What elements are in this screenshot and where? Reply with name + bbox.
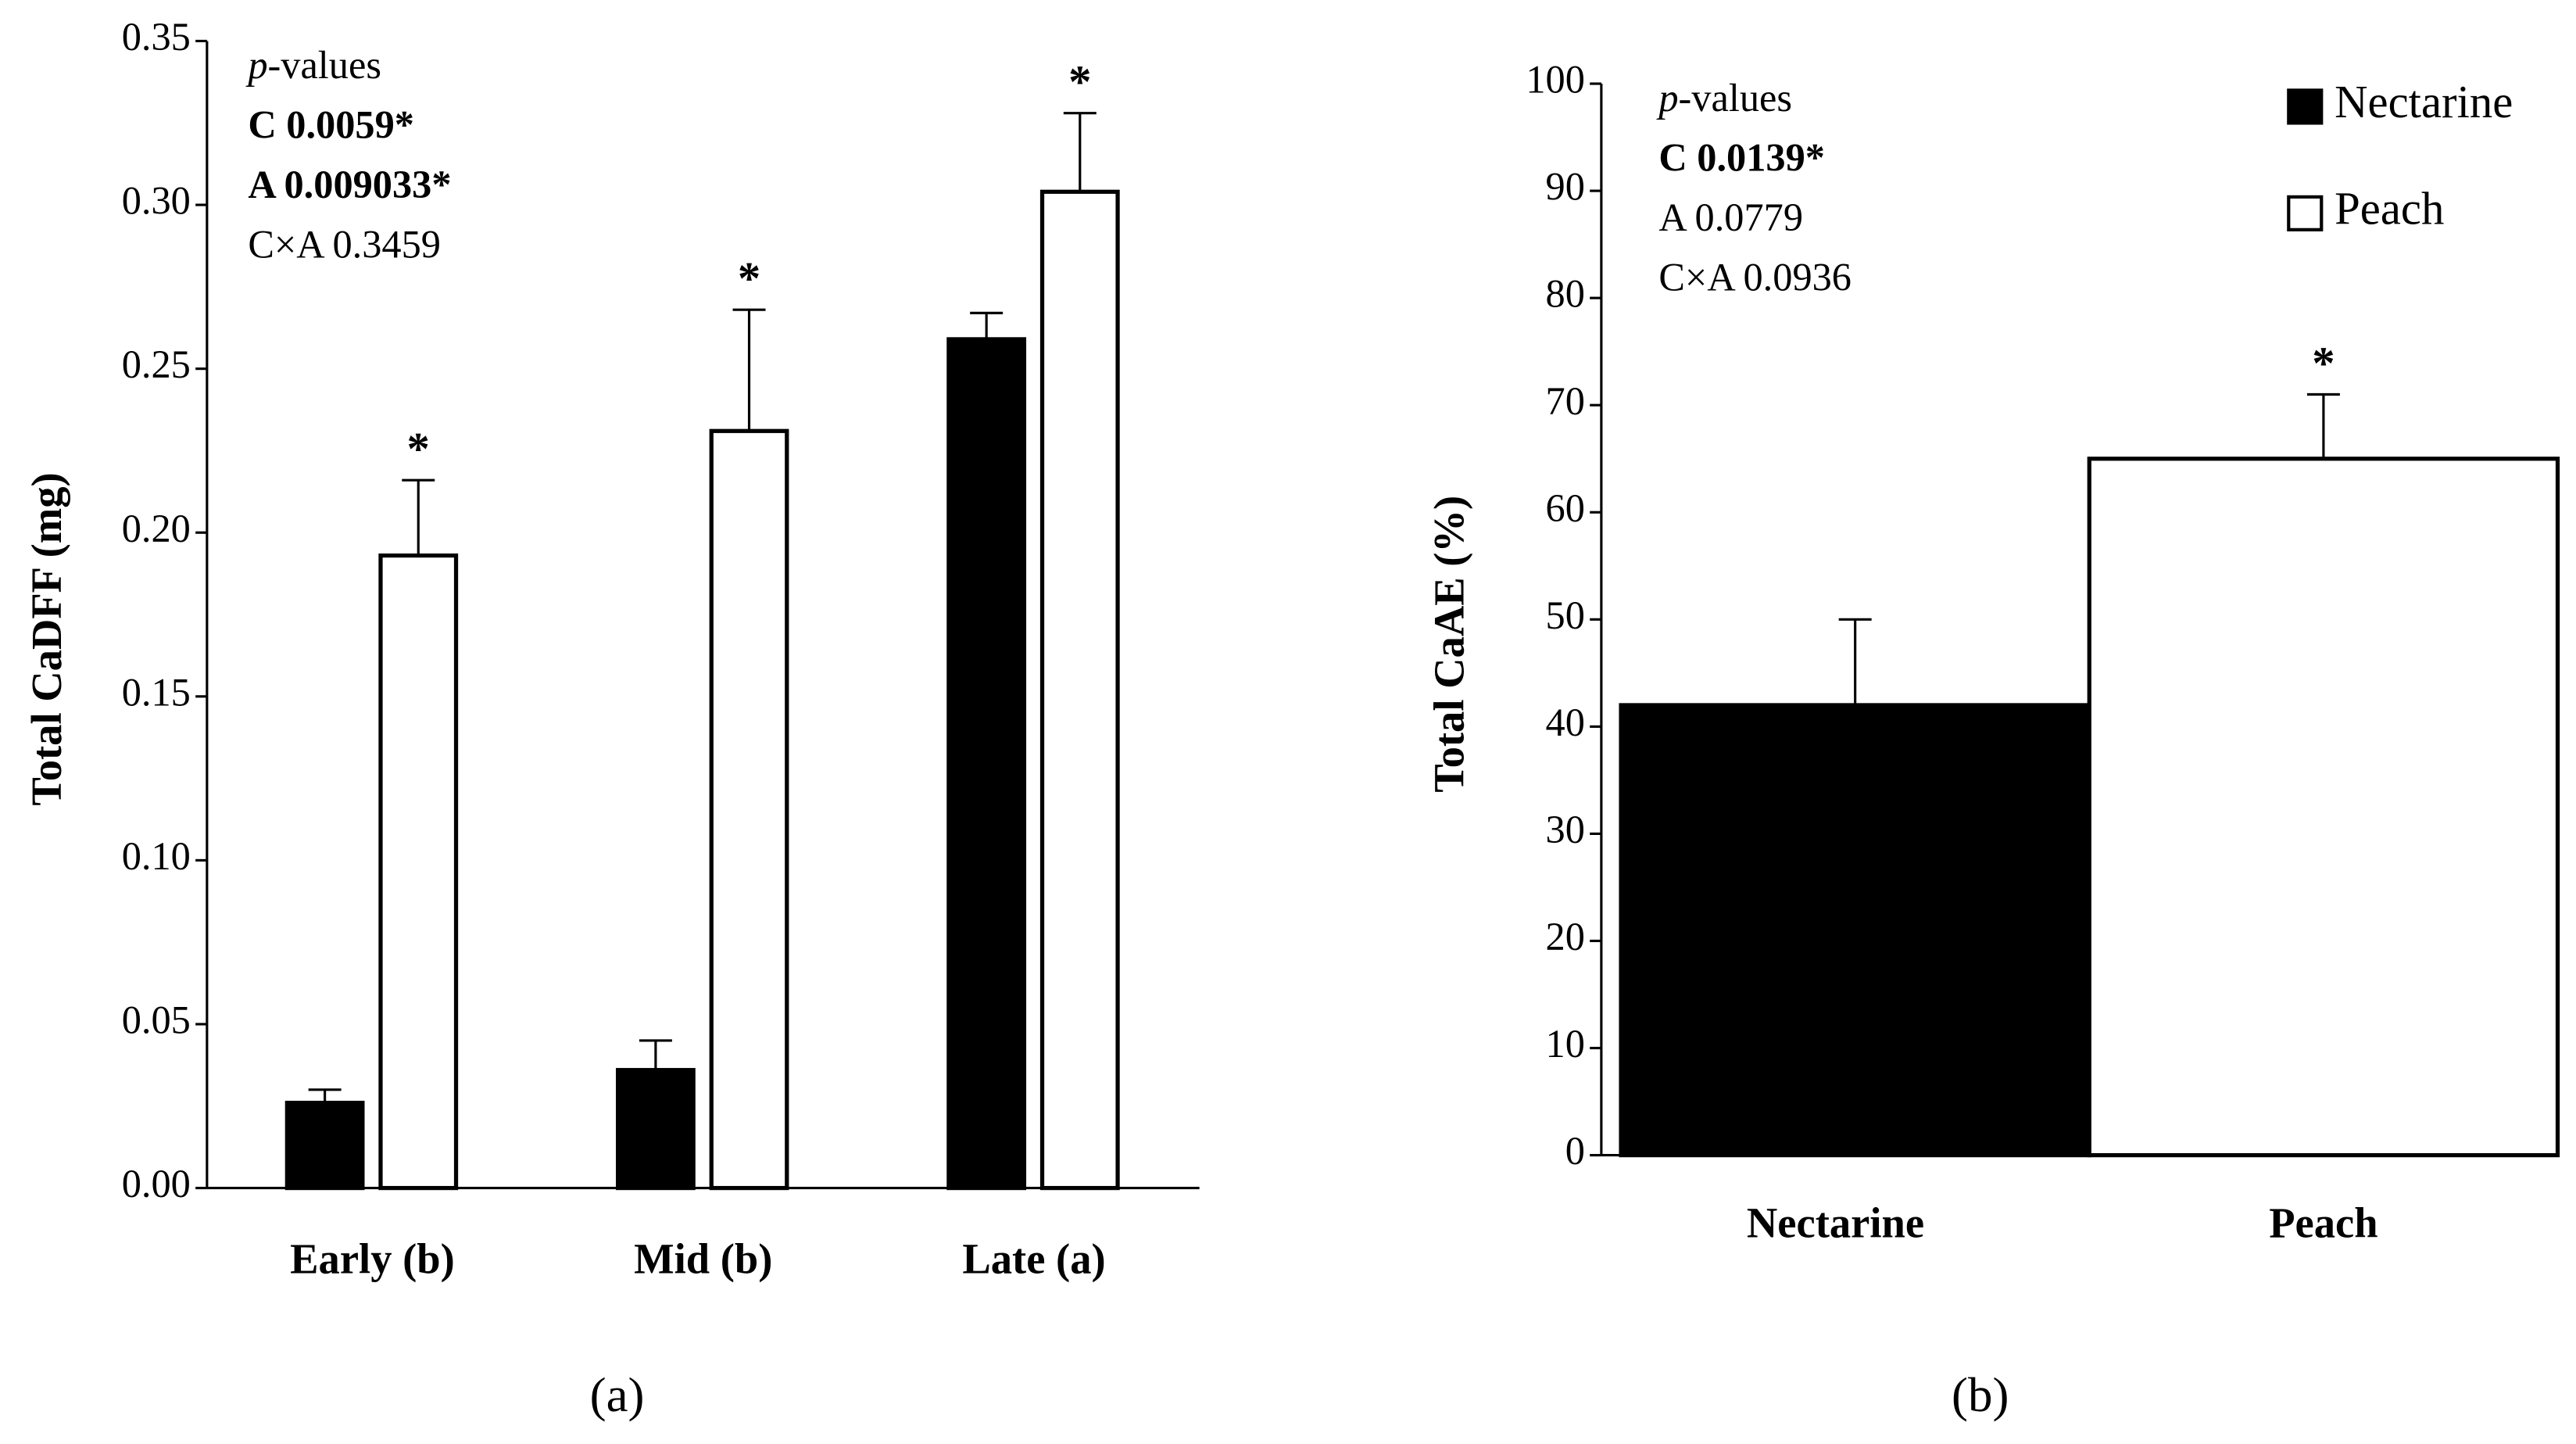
y-tick-label: 0.10: [122, 834, 191, 878]
p-italic: p: [1656, 76, 1678, 120]
y-tick-label: 70: [1546, 379, 1585, 423]
annotation: C×A 0.3459: [248, 223, 441, 267]
y-tick-label: 0.05: [122, 998, 191, 1042]
annotation: C 0.0139*: [1658, 135, 1825, 179]
y-tick-label: 20: [1546, 915, 1585, 958]
y-tick-label: 0.30: [122, 179, 191, 223]
legend-label: Peach: [2334, 183, 2444, 234]
caption: (b): [1952, 1367, 2009, 1422]
bar: [709, 428, 789, 1191]
annotation: C×A 0.0936: [1658, 256, 1852, 299]
annotation: C 0.0059*: [248, 102, 414, 146]
y-tick-label: 0.20: [122, 507, 191, 550]
annotation: A 0.009033*: [248, 163, 451, 206]
p-italic: p: [245, 43, 267, 87]
y-tick-label: 90: [1546, 165, 1585, 209]
p-values-label: p-values: [245, 43, 381, 87]
bar: [1619, 703, 2091, 1158]
legend-label: Nectarine: [2334, 77, 2513, 127]
y-axis-label: Total CaDFF (mg): [23, 472, 70, 805]
y-tick-label: 30: [1546, 808, 1585, 851]
y-tick-label: 0: [1565, 1129, 1585, 1173]
y-axis-label: Total CaAE (%): [1426, 496, 1473, 793]
y-tick-label: 80: [1546, 272, 1585, 316]
x-tick-label: Peach: [2269, 1199, 2377, 1246]
p-rest: -values: [268, 43, 381, 87]
y-tick-label: 10: [1546, 1022, 1585, 1066]
significance: *: [2312, 338, 2334, 389]
y-tick-label: 40: [1546, 701, 1585, 744]
y-tick-label: 100: [1526, 58, 1585, 102]
bar: [378, 553, 459, 1191]
y-tick-label: 0.15: [122, 670, 191, 714]
significance: *: [738, 253, 760, 304]
y-tick-label: 50: [1546, 593, 1585, 637]
x-tick-label: Late (a): [962, 1235, 1105, 1283]
y-tick-label: 0.35: [122, 15, 191, 59]
bar: [1039, 189, 1120, 1191]
significance: *: [1068, 57, 1091, 108]
significance: *: [407, 424, 430, 475]
y-tick-label: 0.25: [122, 342, 191, 386]
legend-swatch: [2287, 88, 2324, 125]
bar: [946, 337, 1027, 1191]
caption: (a): [590, 1367, 645, 1422]
p-values-label: p-values: [1656, 76, 1792, 120]
bar: [615, 1068, 696, 1191]
x-tick-label: Mid (b): [634, 1235, 772, 1283]
x-tick-label: Nectarine: [1747, 1199, 1924, 1246]
x-tick-label: Early (b): [290, 1235, 455, 1283]
y-tick-label: 60: [1546, 486, 1585, 530]
legend-swatch: [2287, 195, 2324, 231]
annotation: A 0.0779: [1658, 195, 1803, 239]
p-rest: -values: [1679, 76, 1792, 120]
bar: [284, 1100, 365, 1191]
bar: [2087, 457, 2560, 1158]
y-tick-label: 0.00: [122, 1162, 191, 1206]
